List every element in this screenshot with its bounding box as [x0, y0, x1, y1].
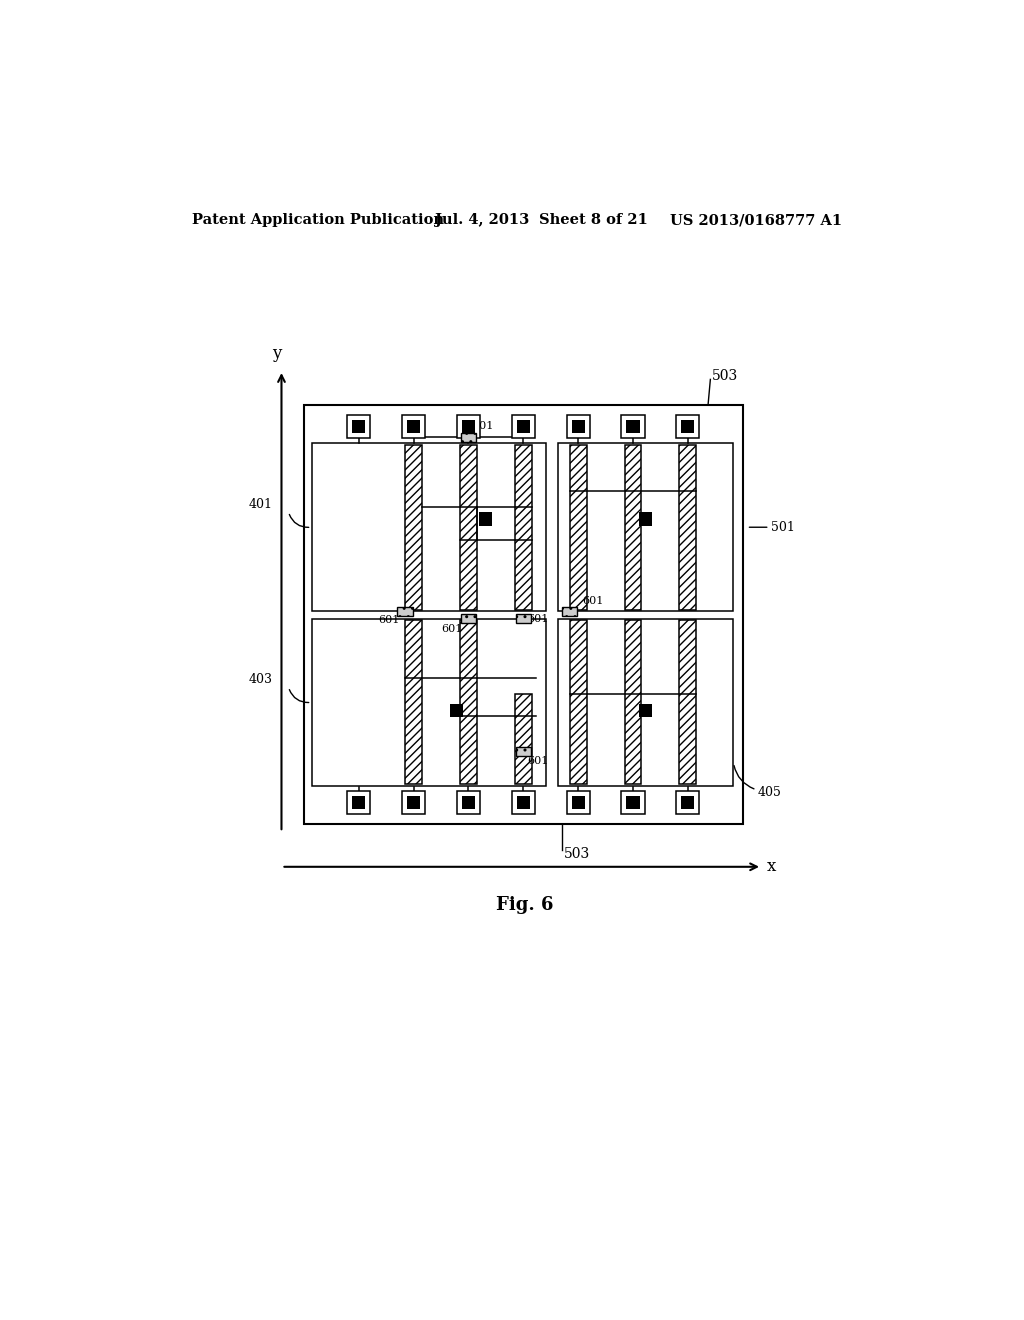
Bar: [461, 433, 476, 442]
Bar: [517, 796, 529, 809]
Bar: [352, 420, 366, 433]
Bar: [304, 405, 742, 825]
Bar: [406, 445, 422, 610]
Text: Sheet 8 of 21: Sheet 8 of 21: [539, 213, 647, 227]
Bar: [571, 796, 585, 809]
Bar: [407, 420, 420, 433]
Text: 601: 601: [527, 756, 549, 766]
Text: 601: 601: [582, 597, 603, 606]
Bar: [676, 414, 699, 438]
Text: Jul. 4, 2013: Jul. 4, 2013: [435, 213, 529, 227]
Bar: [311, 444, 546, 611]
Bar: [347, 414, 371, 438]
Bar: [679, 620, 696, 784]
Bar: [512, 414, 535, 438]
Bar: [460, 620, 477, 784]
Bar: [402, 792, 425, 814]
Bar: [625, 620, 641, 784]
Bar: [679, 445, 696, 610]
Bar: [622, 414, 644, 438]
Bar: [569, 620, 587, 784]
Text: 601: 601: [472, 421, 494, 430]
Text: Patent Application Publication: Patent Application Publication: [193, 213, 444, 227]
Text: Fig. 6: Fig. 6: [496, 896, 554, 915]
Bar: [639, 512, 652, 525]
Bar: [515, 614, 531, 623]
Text: 601: 601: [441, 624, 463, 634]
Bar: [352, 796, 366, 809]
Text: US 2013/0168777 A1: US 2013/0168777 A1: [670, 213, 842, 227]
Text: 405: 405: [758, 785, 782, 799]
Bar: [558, 619, 733, 785]
Bar: [627, 796, 640, 809]
Bar: [457, 414, 480, 438]
Bar: [681, 796, 694, 809]
Bar: [479, 512, 492, 525]
Bar: [515, 694, 531, 784]
Bar: [569, 445, 587, 610]
Text: x: x: [767, 858, 776, 875]
Bar: [517, 420, 529, 433]
Text: 403: 403: [249, 673, 273, 686]
Bar: [566, 414, 590, 438]
Bar: [515, 445, 531, 610]
Bar: [558, 444, 733, 611]
Text: 501: 501: [771, 520, 795, 533]
Text: 503: 503: [564, 846, 590, 861]
Bar: [515, 747, 531, 756]
Bar: [512, 792, 535, 814]
Bar: [457, 792, 480, 814]
Bar: [627, 420, 640, 433]
Text: 601: 601: [378, 615, 399, 626]
Text: 503: 503: [712, 368, 738, 383]
Bar: [681, 420, 694, 433]
Text: 601: 601: [527, 614, 549, 624]
Bar: [571, 420, 585, 433]
Bar: [676, 792, 699, 814]
Bar: [397, 607, 413, 615]
Bar: [566, 792, 590, 814]
Bar: [639, 704, 652, 717]
Bar: [462, 420, 475, 433]
Bar: [402, 414, 425, 438]
Bar: [311, 619, 546, 785]
Bar: [460, 445, 477, 610]
Text: 401: 401: [249, 498, 273, 511]
Bar: [562, 607, 578, 615]
Bar: [461, 614, 476, 623]
Text: y: y: [272, 346, 282, 363]
Bar: [406, 620, 422, 784]
Bar: [622, 792, 644, 814]
Bar: [347, 792, 371, 814]
Bar: [450, 704, 463, 717]
Bar: [462, 796, 475, 809]
Bar: [407, 796, 420, 809]
Bar: [625, 445, 641, 610]
